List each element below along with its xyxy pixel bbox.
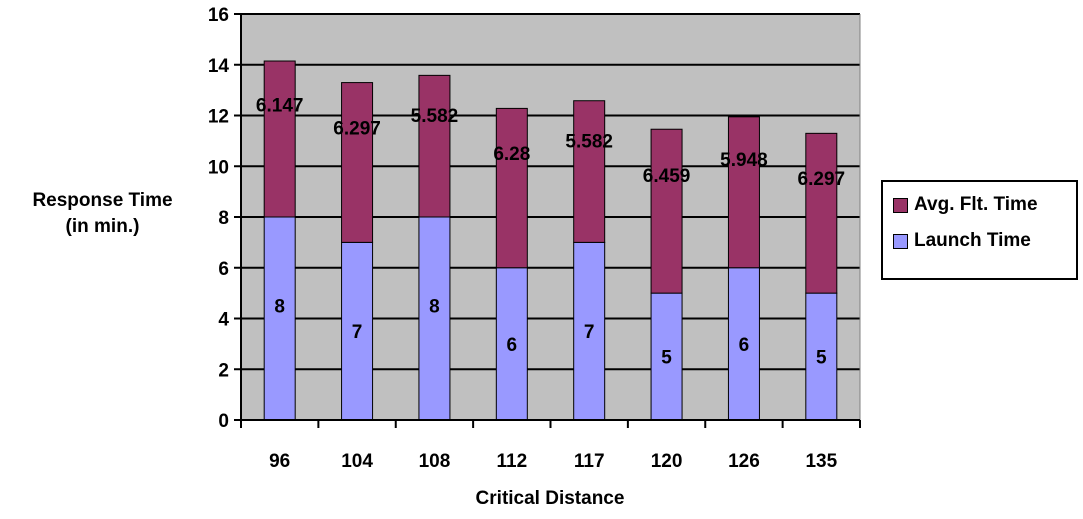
bar-launch-time	[418, 216, 451, 421]
bar-avg-flt-time	[263, 60, 296, 218]
bar-avg-flt-time	[650, 128, 683, 294]
x-axis-title: Critical Distance	[475, 488, 625, 509]
data-label-avg-flt-time: 6.28	[493, 144, 530, 165]
data-label-avg-flt-time: 6.297	[798, 169, 846, 190]
data-label-avg-flt-time: 5.948	[720, 150, 768, 171]
y-tick-label: 6	[218, 259, 229, 280]
bar-launch-time	[341, 241, 374, 421]
data-label-launch-time: 8	[429, 297, 440, 318]
y-tick-label: 4	[218, 310, 229, 331]
legend-swatch-launch-time	[893, 233, 908, 249]
data-label-launch-time: 5	[816, 348, 827, 369]
x-tick-label: 120	[651, 451, 683, 472]
y-tick-label: 10	[208, 157, 229, 178]
y-tick-label: 0	[218, 411, 229, 432]
bar-avg-flt-time	[727, 116, 760, 269]
bar-avg-flt-time	[573, 100, 606, 243]
y-tick-label: 8	[218, 208, 229, 229]
y-tick-label: 14	[208, 56, 230, 77]
bar-avg-flt-time	[418, 74, 451, 218]
data-label-launch-time: 8	[274, 297, 285, 318]
bar-launch-time	[495, 267, 528, 421]
y-tick-label: 16	[208, 5, 229, 26]
data-label-avg-flt-time: 5.582	[411, 106, 459, 127]
bar-avg-flt-time	[495, 107, 528, 269]
y-axis-title-line1: Response Time	[32, 190, 173, 211]
legend-swatch-avg-flt-time	[893, 197, 908, 213]
data-label-avg-flt-time: 5.582	[565, 131, 613, 152]
legend-item-launch-time: Launch Time	[893, 228, 1031, 254]
x-tick-label: 96	[269, 451, 290, 472]
legend-label-launch-time: Launch Time	[914, 230, 1031, 251]
legend-label-avg-flt-time: Avg. Flt. Time	[914, 194, 1038, 215]
x-tick-label: 112	[496, 451, 527, 472]
bar-launch-time	[650, 292, 683, 421]
y-axis-title-line2: (in min.)	[65, 216, 140, 237]
data-label-avg-flt-time: 6.147	[256, 96, 304, 117]
data-label-launch-time: 6	[507, 335, 518, 356]
data-label-launch-time: 7	[352, 322, 363, 343]
x-tick-label: 104	[341, 451, 373, 472]
y-axis-title: Response Time (in min.)	[0, 188, 205, 240]
data-label-launch-time: 7	[584, 322, 595, 343]
bar-avg-flt-time	[341, 82, 374, 243]
data-label-launch-time: 5	[661, 348, 672, 369]
x-tick-label: 126	[728, 451, 760, 472]
y-tick-label: 12	[208, 107, 229, 128]
y-tick-label: 2	[218, 360, 229, 381]
legend-item-avg-flt-time: Avg. Flt. Time	[893, 192, 1038, 218]
x-tick-label: 117	[574, 451, 605, 472]
bar-launch-time	[263, 216, 296, 421]
data-label-avg-flt-time: 6.297	[333, 118, 381, 139]
data-label-avg-flt-time: 6.459	[643, 166, 691, 187]
bar-avg-flt-time	[805, 132, 838, 294]
x-tick-label: 135	[805, 451, 837, 472]
data-label-launch-time: 6	[739, 335, 750, 356]
x-tick-label: 108	[419, 451, 451, 472]
bar-launch-time	[573, 241, 606, 421]
bar-launch-time	[727, 267, 760, 421]
legend: Avg. Flt. Time Launch Time	[881, 180, 1078, 280]
